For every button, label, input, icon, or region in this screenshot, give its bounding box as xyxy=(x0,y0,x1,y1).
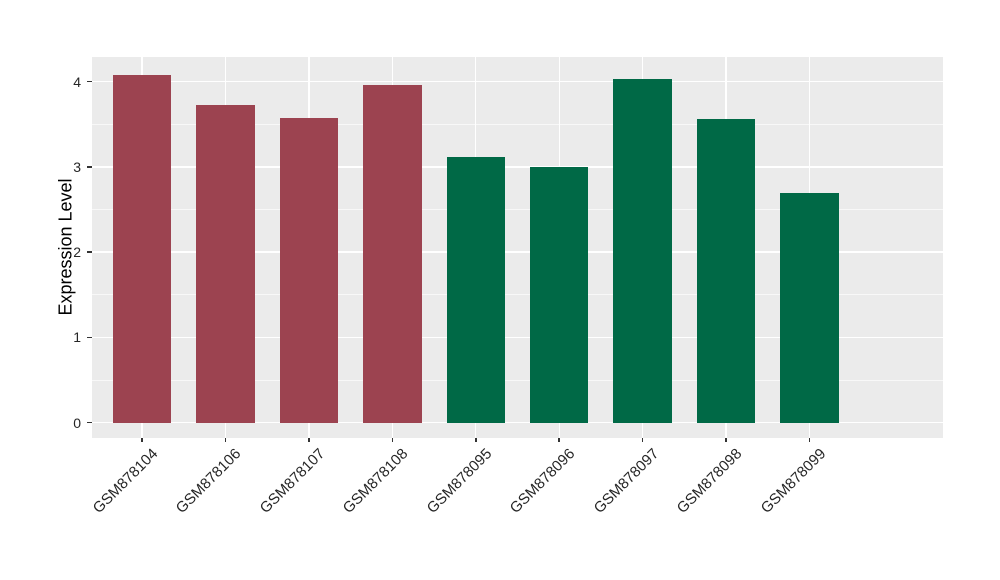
y-tick-mark xyxy=(87,421,92,424)
y-tick-label: 4 xyxy=(73,73,81,90)
x-tick-label: GSM878106 xyxy=(173,445,245,517)
major-gridline xyxy=(92,251,943,253)
x-tick-label: GSM878107 xyxy=(256,445,329,517)
x-tick-mark xyxy=(224,438,227,442)
minor-gridline xyxy=(92,209,943,211)
x-tick-label: GSM878095 xyxy=(423,445,496,517)
major-gridline xyxy=(92,81,943,83)
x-tick-label: GSM878097 xyxy=(590,445,662,517)
x-tick-mark xyxy=(725,438,727,442)
bar xyxy=(780,192,839,423)
x-tick-label: GSM878099 xyxy=(757,445,829,517)
x-tick-mark xyxy=(141,438,143,442)
minor-gridline xyxy=(92,294,943,296)
minor-gridline xyxy=(92,379,943,381)
y-tick-label: 0 xyxy=(73,414,81,431)
major-gridline xyxy=(92,336,943,339)
x-tick-label: GSM878096 xyxy=(506,445,579,517)
x-tick-mark xyxy=(558,438,560,442)
x-tick-mark xyxy=(475,438,477,442)
minor-gridline xyxy=(92,123,943,125)
bar xyxy=(446,156,505,423)
bar xyxy=(530,166,589,423)
plot-panel xyxy=(92,57,943,438)
y-tick-label: 3 xyxy=(73,158,81,175)
y-tick-mark xyxy=(87,166,92,168)
major-gridline xyxy=(92,166,943,168)
x-tick-label: GSM878098 xyxy=(673,445,746,517)
y-tick-label: 2 xyxy=(73,244,81,261)
bar xyxy=(613,79,672,423)
bar xyxy=(279,117,339,423)
bar xyxy=(112,74,172,423)
y-tick-mark xyxy=(87,80,92,83)
y-tick-mark xyxy=(87,251,92,253)
y-tick-mark xyxy=(87,336,92,339)
x-tick-mark xyxy=(391,438,394,442)
bar xyxy=(363,85,422,423)
x-tick-label: GSM878108 xyxy=(340,445,412,517)
y-tick-label: 1 xyxy=(73,329,81,346)
x-tick-mark xyxy=(308,438,310,442)
x-tick-mark xyxy=(641,438,644,442)
major-gridline xyxy=(92,421,943,424)
x-tick-label: GSM878104 xyxy=(89,445,162,517)
bar xyxy=(696,119,756,423)
bar xyxy=(196,104,255,423)
x-tick-mark xyxy=(808,438,811,442)
